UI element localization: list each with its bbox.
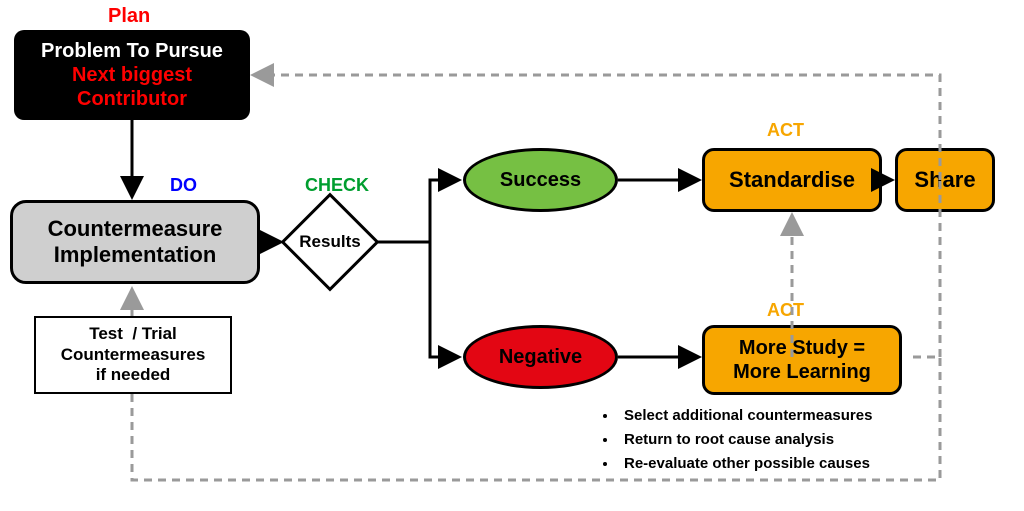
phase-act2-label: ACT: [767, 300, 804, 322]
phase-check-label: CHECK: [305, 175, 369, 197]
node-problem-text: Problem To Pursue Next biggest Contribut…: [41, 39, 223, 111]
node-share: Share: [895, 148, 995, 212]
flowchart-stage: Plan DO CHECK ACT ACT Problem To Pursue …: [0, 0, 1024, 511]
node-negative: Negative: [463, 325, 618, 389]
node-problem: Problem To Pursue Next biggest Contribut…: [14, 30, 250, 120]
bullet-item: Select additional countermeasures: [618, 404, 872, 428]
phase-act1-label: ACT: [767, 120, 804, 142]
node-results-text: Results: [295, 207, 365, 277]
node-morestudy: More Study = More Learning: [702, 325, 902, 395]
phase-plan-label: Plan: [108, 4, 150, 28]
node-results: Results: [295, 207, 365, 277]
phase-do-label: DO: [170, 175, 197, 197]
node-test: Test / Trial Countermeasures if needed: [34, 316, 232, 394]
node-countermeasure: Countermeasure Implementation: [10, 200, 260, 284]
node-standardise: Standardise: [702, 148, 882, 212]
node-success: Success: [463, 148, 618, 212]
bullet-item: Return to root cause analysis: [618, 428, 872, 452]
bullet-item: Re-evaluate other possible causes: [618, 452, 872, 476]
bullets-list: Select additional countermeasures Return…: [590, 404, 872, 476]
